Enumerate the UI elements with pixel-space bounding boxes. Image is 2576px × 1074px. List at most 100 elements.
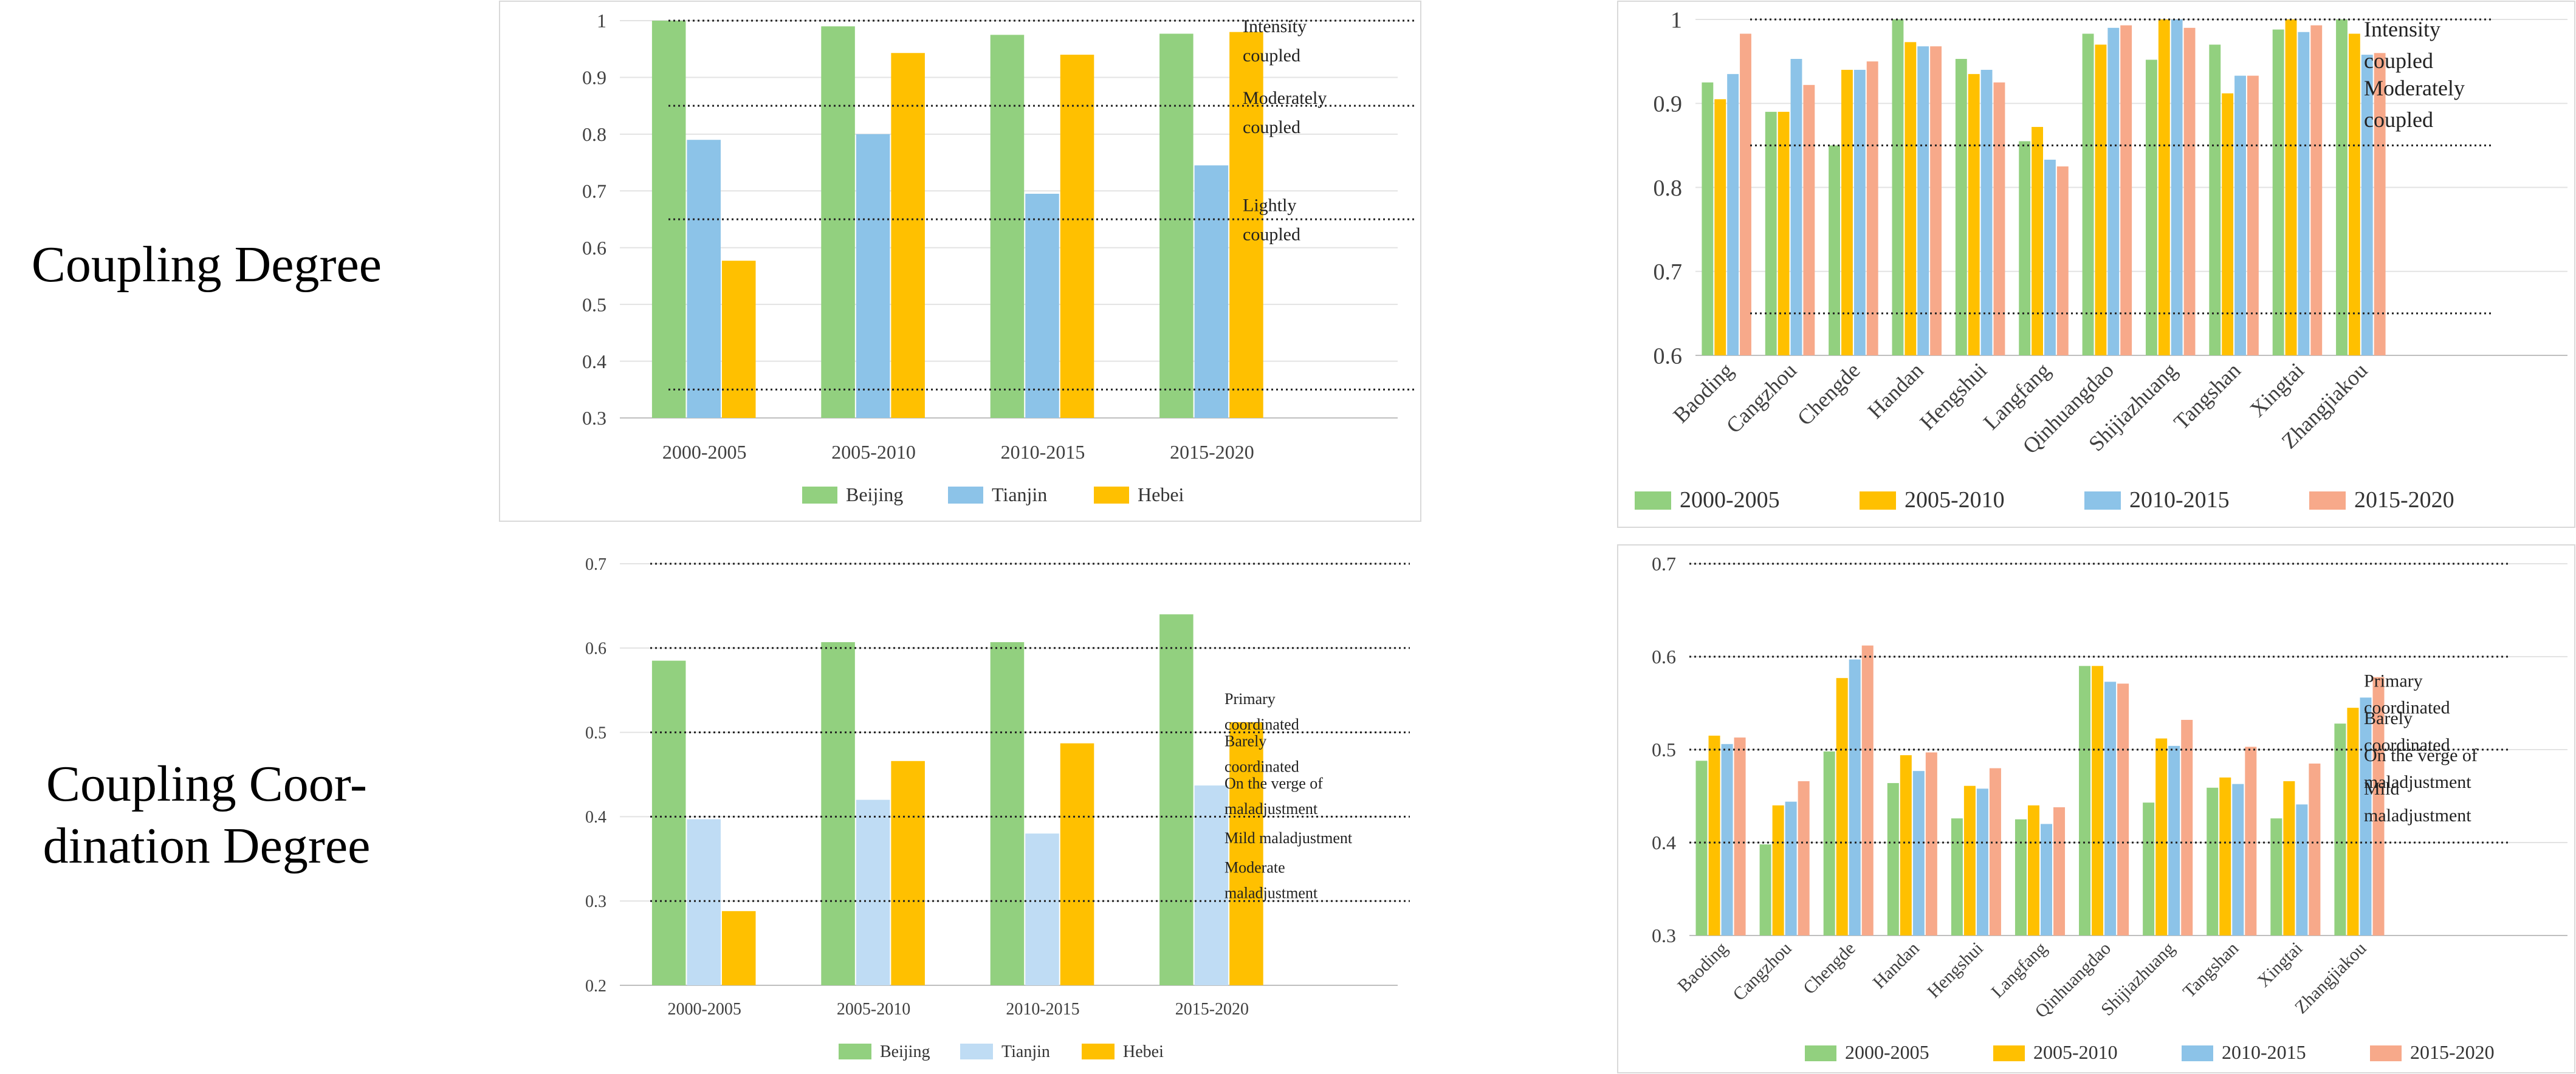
- bar-2015-2020-hengshui: [1993, 82, 2005, 355]
- bar-2000-2005-langfang: [2014, 819, 2027, 935]
- zone-label: Primary: [2364, 671, 2423, 691]
- bar-2005-2010-hengshui: [1968, 74, 1980, 356]
- zone-label: Moderately: [2364, 76, 2465, 100]
- zone-label: Primary: [1224, 690, 1276, 708]
- bar-2000-2005-cangzhou: [1765, 112, 1777, 355]
- bar-2005-2010-chengde: [1841, 69, 1853, 355]
- zone-label: coordinated: [2364, 698, 2450, 718]
- bar-2005-2010-handan: [1905, 42, 1917, 355]
- bar-2000-2005-tangshan: [2209, 44, 2221, 355]
- y-tick-label: 0.7: [582, 180, 606, 202]
- bar-2015-2020-zhangjiakou: [2374, 53, 2386, 356]
- y-tick-label: 0.4: [582, 351, 606, 372]
- zone-label: maladjustment: [2364, 772, 2471, 792]
- bar-2005-2010-cangzhou: [1777, 112, 1790, 355]
- y-tick-label: 0.2: [585, 977, 606, 996]
- legend-swatch: [1860, 491, 1896, 510]
- bar-2010-2015-langfang: [2044, 159, 2056, 355]
- x-tick-label: Baoding: [1674, 939, 1731, 996]
- x-tick-label: Chengde: [1799, 939, 1860, 999]
- legend-label: Hebei: [1123, 1042, 1164, 1061]
- row-label-coupling-text: Coupling Degree: [31, 236, 382, 293]
- bar-2000-2005-qinhuangdao: [2079, 666, 2091, 935]
- bar-2015-2020-qinhuangdao: [2120, 25, 2132, 356]
- bar-2010-2015-cangzhou: [1785, 801, 1797, 935]
- x-tick-label: 2005-2010: [831, 441, 916, 463]
- y-tick-label: 0.5: [582, 293, 606, 315]
- bar-2010-2015-qinhuangdao: [2104, 682, 2117, 935]
- legend-label: Tianjin: [1001, 1042, 1050, 1061]
- bar-2000-2005-qinhuangdao: [2082, 33, 2094, 355]
- y-tick-label: 0.4: [1652, 832, 1676, 853]
- bar-2005-2010-baoding: [1714, 99, 1726, 355]
- y-tick-label: 0.7: [585, 555, 606, 574]
- zone-label: Intensity: [2364, 17, 2440, 41]
- bar-2010-2015-chengde: [1849, 659, 1861, 935]
- bar-2005-2010-zhangjiakou: [2347, 708, 2359, 935]
- bar-2005-2010-xingtai: [2283, 781, 2295, 935]
- bar-2015-2020-handan: [1930, 46, 1942, 356]
- chart-coupling-cities-svg: 0.60.70.80.91BaodingCangzhouChengdeHanda…: [1617, 1, 2575, 528]
- zone-label: coordinated: [1224, 758, 1299, 775]
- y-tick-label: 0.9: [1654, 92, 1683, 117]
- bar-2005-2010-qinhuangdao: [2095, 44, 2107, 355]
- legend-swatch: [1635, 491, 1671, 510]
- x-tick-label: 2010-2015: [1001, 441, 1085, 463]
- bar-2005-2010-baoding: [1708, 736, 1720, 935]
- bar-hebei-2000-2005: [721, 911, 756, 985]
- bar-2010-2015-qinhuangdao: [2107, 27, 2120, 355]
- bar-tianjin-2010-2015: [1025, 193, 1059, 418]
- row-label-coupling-degree: Coupling Degree: [0, 234, 413, 296]
- zone-label: coupled: [1243, 117, 1300, 137]
- bar-tianjin-2005-2010: [856, 134, 890, 418]
- zone-label: coupled: [2364, 108, 2433, 132]
- x-tick-label: Cangzhou: [1722, 358, 1801, 437]
- legend-swatch: [839, 1044, 871, 1059]
- bar-2010-2015-shijiazhuang: [2171, 19, 2183, 355]
- bar-2015-2020-qinhuangdao: [2117, 683, 2129, 935]
- legend-label: 2005-2010: [1905, 487, 2005, 513]
- x-tick-label: 2005-2010: [837, 1000, 910, 1019]
- bar-2005-2010-shijiazhuang: [2155, 738, 2168, 935]
- bar-tianjin-2015-2020: [1194, 165, 1229, 418]
- bar-2000-2005-zhangjiakou: [2334, 723, 2346, 935]
- zone-label: coordinated: [2364, 735, 2450, 755]
- row-label-coordination-degree: Coupling Coor- dination Degree: [0, 753, 413, 878]
- y-tick-label: 0.4: [585, 808, 606, 827]
- zone-label: Mild maladjustment: [1224, 829, 1353, 847]
- bar-2005-2010-zhangjiakou: [2348, 33, 2360, 355]
- x-tick-label: Hengshui: [1915, 358, 1991, 434]
- x-tick-label: 2015-2020: [1170, 441, 1254, 463]
- y-tick-label: 0.3: [582, 407, 606, 429]
- y-tick-label: 0.3: [1652, 925, 1676, 946]
- x-tick-label: 2000-2005: [668, 1000, 741, 1019]
- chart-coordination-regions: 0.2 0.3 0.4 0.5 0.6 0.7 2000-2005 2005-2010 2010…: [498, 544, 1422, 1074]
- bar-2010-2015-xingtai: [2298, 32, 2310, 356]
- bar-2015-2020-langfang: [2056, 166, 2069, 355]
- bar-2015-2020-xingtai: [2309, 763, 2321, 935]
- bar-beijing-2010-2015: [990, 35, 1025, 419]
- zone-label: maladjustment: [2364, 805, 2471, 826]
- legend-label: 2015-2020: [2354, 487, 2454, 513]
- zone-label: Moderately: [1243, 88, 1327, 108]
- bar-2000-2005-shijiazhuang: [2143, 802, 2155, 935]
- bar-2000-2005-chengde: [1829, 145, 1841, 355]
- bar-2000-2005-xingtai: [2270, 818, 2282, 935]
- legend-label: Tianjin: [992, 484, 1047, 505]
- x-tick-label: Xingtai: [2253, 939, 2306, 991]
- bar-tianjin-2000-2005: [687, 140, 721, 418]
- zone-label: On the verge of: [2364, 745, 2478, 765]
- bar-hebei-2010-2015: [1060, 743, 1094, 985]
- bar-tianjin-2010-2015: [1025, 833, 1059, 985]
- chart-coupling-cities: 0.6 0.7 0.8 0.9 1 Baoding Cangzhou Chengde Handa…: [1616, 0, 2576, 528]
- zone-label: On the verge of: [1224, 775, 1323, 792]
- legend-label: 2005-2010: [2033, 1041, 2118, 1063]
- bar-hebei-2015-2020: [1229, 32, 1263, 418]
- bar-2005-2010-hengshui: [1963, 785, 1976, 935]
- bar-2010-2015-hengshui: [1976, 788, 1988, 935]
- zone-label: Lightly: [1243, 196, 1296, 216]
- bar-2010-2015-tangshan: [2232, 784, 2244, 935]
- chart-frame: [499, 1, 1421, 522]
- bar-2010-2015-cangzhou: [1790, 58, 1802, 355]
- bar-2000-2005-zhangjiakou: [2336, 19, 2348, 355]
